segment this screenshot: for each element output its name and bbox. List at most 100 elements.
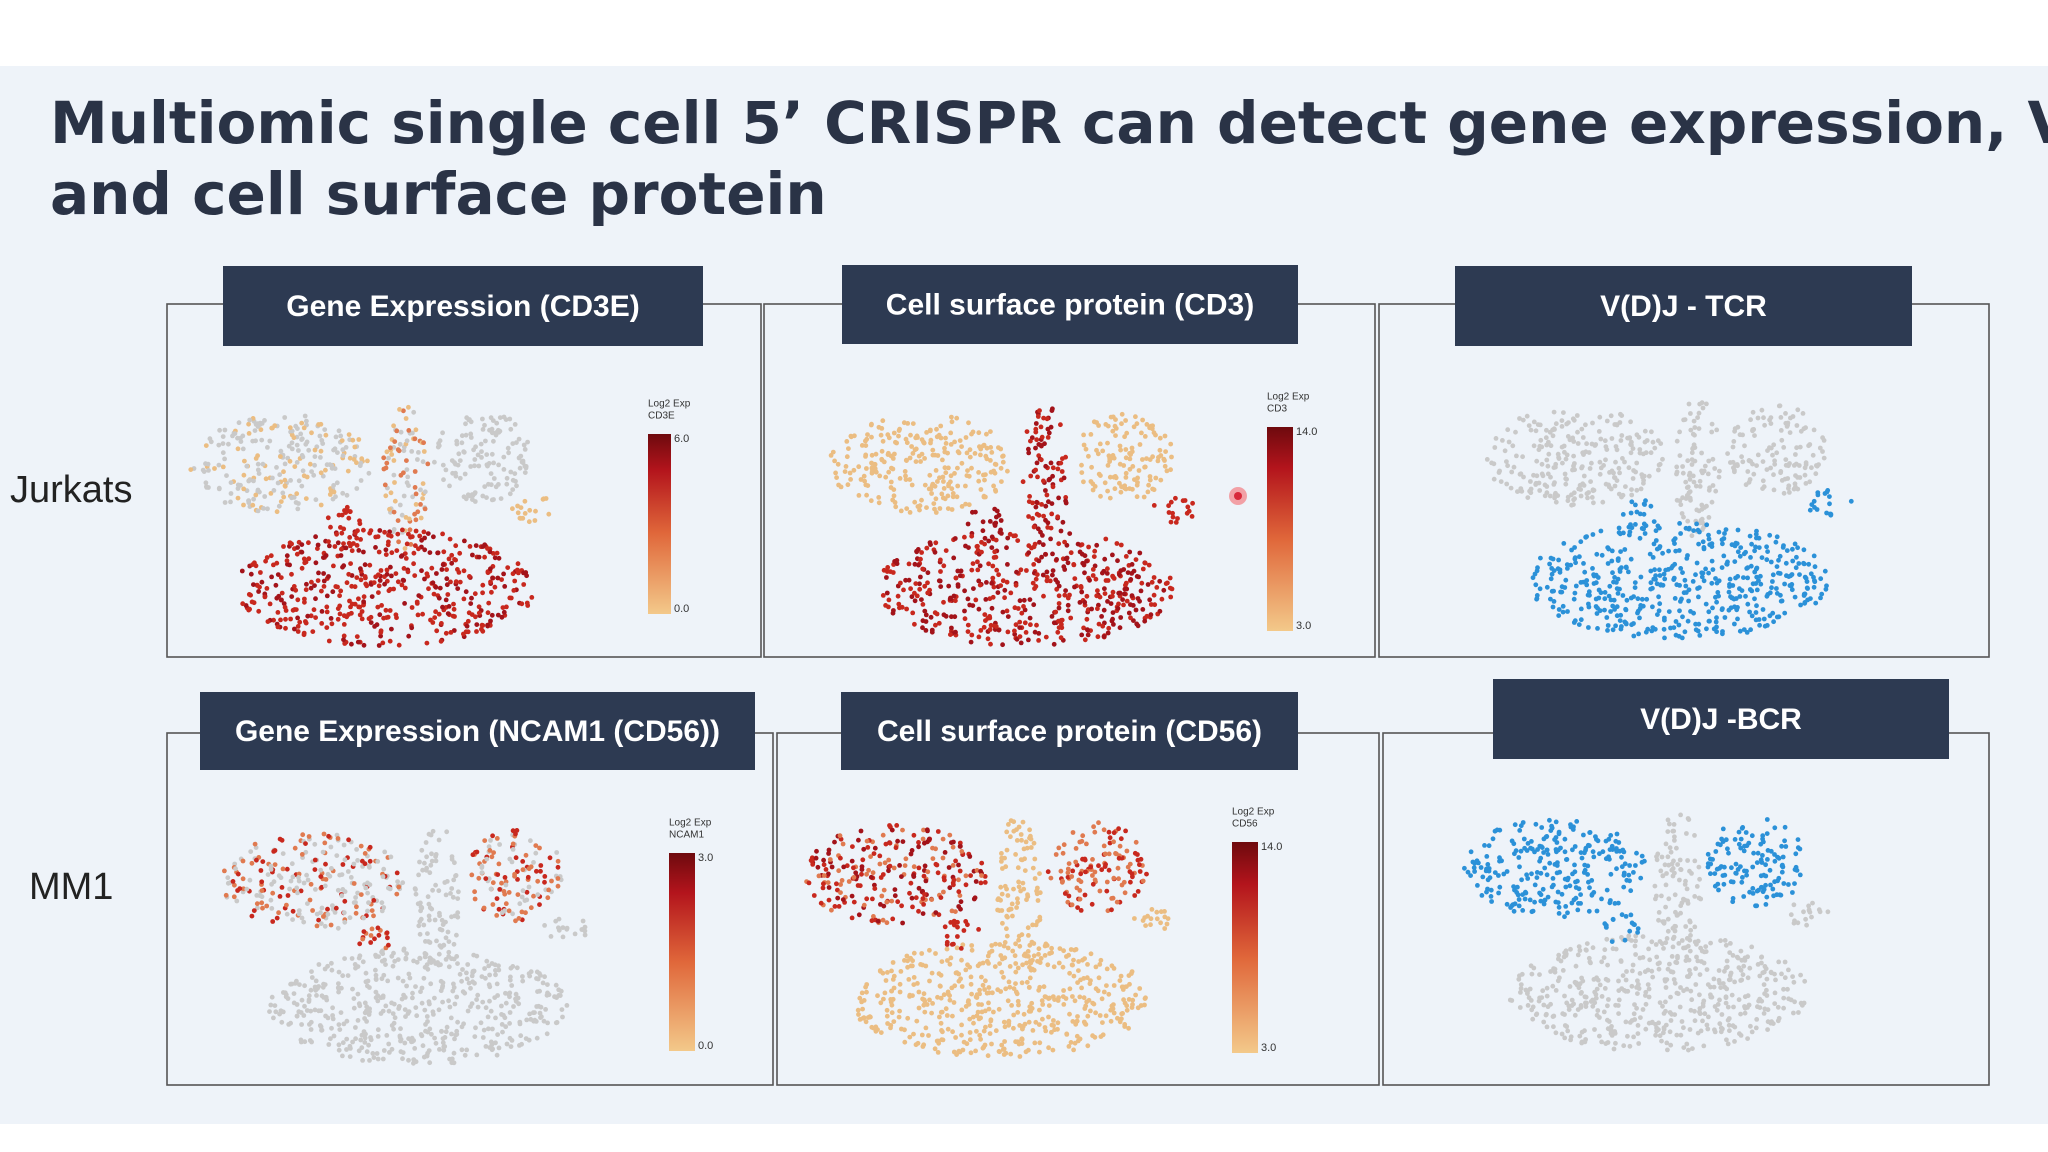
cell-dot bbox=[1769, 585, 1774, 591]
cell-dot bbox=[337, 611, 343, 617]
cell-dot bbox=[1642, 428, 1648, 434]
cell-dot bbox=[1105, 566, 1110, 572]
cell-dot bbox=[369, 908, 375, 913]
cell-dot bbox=[1531, 443, 1537, 449]
cell-dot bbox=[1035, 898, 1041, 903]
cell-dot bbox=[1124, 848, 1130, 854]
cell-dot bbox=[1625, 435, 1630, 441]
cell-dot bbox=[487, 549, 493, 555]
cell-dot bbox=[955, 449, 961, 455]
cell-dot bbox=[953, 1035, 958, 1040]
cell-dot bbox=[248, 849, 254, 854]
cell-dot bbox=[998, 518, 1004, 523]
cell-dot bbox=[1550, 604, 1556, 610]
cell-dot bbox=[437, 910, 442, 916]
cell-dot bbox=[1050, 465, 1056, 471]
cell-dot bbox=[366, 470, 372, 476]
cell-dot bbox=[1616, 525, 1622, 531]
cell-dot bbox=[920, 625, 925, 631]
cell-dot bbox=[418, 916, 424, 922]
cell-dot bbox=[410, 430, 415, 436]
cell-dot bbox=[401, 947, 407, 953]
cell-dot bbox=[1126, 1025, 1131, 1031]
cell-dot bbox=[426, 999, 432, 1005]
cell-dot bbox=[507, 416, 513, 422]
cell-dot bbox=[255, 583, 260, 588]
cell-dot bbox=[359, 616, 365, 622]
cell-dot bbox=[1065, 560, 1071, 566]
cell-dot bbox=[957, 868, 963, 874]
cell-dot bbox=[516, 436, 522, 442]
cell-dot bbox=[354, 486, 360, 491]
cell-dot bbox=[338, 588, 344, 594]
cell-dot bbox=[222, 456, 228, 462]
cell-dot bbox=[835, 895, 841, 901]
cell-dot bbox=[1508, 485, 1514, 491]
cell-dot bbox=[1648, 586, 1654, 592]
cell-dot bbox=[501, 609, 507, 615]
cell-dot bbox=[419, 1000, 425, 1006]
cell-dot bbox=[1033, 576, 1039, 582]
cell-dot bbox=[289, 495, 294, 501]
cell-dot bbox=[1545, 463, 1551, 469]
cell-dot bbox=[1122, 483, 1128, 489]
cell-dot bbox=[512, 871, 517, 877]
cell-dot bbox=[395, 447, 401, 453]
cell-dot bbox=[326, 833, 331, 839]
cell-dot bbox=[1026, 1019, 1032, 1025]
cell-dot bbox=[1617, 470, 1622, 476]
cell-dot bbox=[317, 433, 323, 439]
cell-dot bbox=[321, 831, 327, 837]
cell-dot bbox=[345, 869, 351, 874]
cell-dot bbox=[1040, 1016, 1045, 1022]
cell-dot bbox=[1709, 499, 1715, 505]
cell-dot bbox=[441, 1047, 447, 1053]
cell-dot bbox=[1594, 611, 1600, 616]
cell-dot bbox=[474, 849, 480, 855]
cell-dot bbox=[386, 942, 391, 948]
cell-dot bbox=[1004, 847, 1010, 853]
cell-dot bbox=[1067, 986, 1073, 992]
cell-dot bbox=[1142, 560, 1148, 566]
cell-dot bbox=[497, 842, 502, 847]
cell-dot bbox=[977, 1032, 983, 1038]
cell-dot bbox=[1797, 444, 1803, 450]
cell-dot bbox=[432, 995, 437, 1001]
cell-dot bbox=[449, 552, 455, 558]
cell-dot bbox=[1129, 445, 1135, 451]
cell-dot bbox=[885, 432, 891, 438]
cell-dot bbox=[1544, 457, 1550, 463]
cell-dot bbox=[489, 497, 495, 503]
cell-dot bbox=[311, 472, 317, 478]
cell-dot bbox=[515, 892, 521, 897]
cell-dot bbox=[1076, 959, 1081, 964]
cell-dot bbox=[427, 550, 433, 555]
cell-dot bbox=[1617, 569, 1623, 574]
panel-header bbox=[223, 266, 703, 346]
cell-dot bbox=[1030, 516, 1035, 521]
cell-dot bbox=[884, 899, 890, 905]
cell-dot bbox=[306, 540, 311, 546]
cell-dot bbox=[426, 901, 432, 907]
cell-dot bbox=[413, 528, 419, 534]
cell-dot bbox=[1142, 464, 1147, 470]
cell-dot bbox=[1786, 463, 1791, 469]
cell-dot bbox=[1677, 608, 1682, 614]
cell-dot bbox=[1129, 562, 1135, 567]
cell-dot bbox=[963, 483, 968, 489]
cell-dot bbox=[344, 1036, 350, 1042]
cell-dot bbox=[1062, 592, 1068, 598]
cell-dot bbox=[1135, 1005, 1141, 1011]
cell-dot bbox=[1050, 484, 1056, 490]
cell-dot bbox=[504, 481, 510, 487]
cell-dot bbox=[267, 601, 273, 607]
cell-dot bbox=[1791, 486, 1797, 492]
cell-dot bbox=[417, 859, 422, 865]
colorbar-min: 0.0 bbox=[698, 1040, 713, 1052]
cell-dot bbox=[340, 973, 346, 979]
cell-dot bbox=[1030, 922, 1035, 928]
cell-dot bbox=[1155, 458, 1161, 464]
cell-dot bbox=[344, 580, 350, 586]
cell-dot bbox=[976, 470, 981, 475]
cell-dot bbox=[932, 549, 938, 555]
